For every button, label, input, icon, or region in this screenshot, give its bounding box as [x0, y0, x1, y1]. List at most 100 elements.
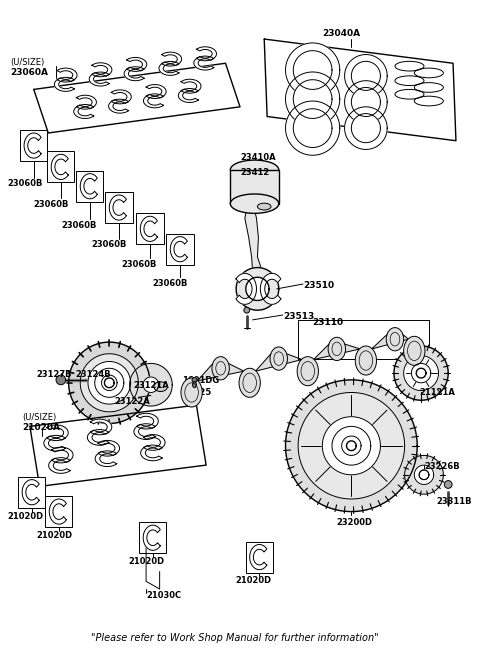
Polygon shape: [48, 458, 70, 474]
Polygon shape: [144, 435, 165, 450]
Polygon shape: [332, 426, 371, 465]
Polygon shape: [351, 113, 381, 143]
Text: 23060B: 23060B: [8, 179, 43, 189]
Text: 23060B: 23060B: [152, 279, 187, 288]
Ellipse shape: [355, 346, 376, 375]
Polygon shape: [144, 94, 164, 108]
Polygon shape: [170, 236, 187, 262]
Polygon shape: [44, 436, 65, 451]
Text: 1601DG: 1601DG: [182, 376, 219, 385]
Text: 23060B: 23060B: [92, 240, 127, 250]
Polygon shape: [293, 109, 332, 147]
Bar: [136, 214, 164, 244]
Bar: [48, 151, 74, 182]
Polygon shape: [405, 455, 444, 494]
Polygon shape: [140, 216, 157, 242]
Polygon shape: [141, 445, 162, 460]
Polygon shape: [34, 64, 240, 133]
Bar: [20, 130, 48, 161]
Text: 23060B: 23060B: [121, 260, 156, 269]
Polygon shape: [323, 417, 381, 475]
Polygon shape: [127, 58, 147, 71]
Polygon shape: [419, 470, 429, 479]
Polygon shape: [286, 72, 340, 126]
Polygon shape: [293, 50, 332, 89]
Bar: [246, 542, 273, 572]
Polygon shape: [102, 375, 117, 390]
Text: 23110: 23110: [312, 318, 344, 327]
Text: 21121A: 21121A: [419, 388, 455, 397]
Ellipse shape: [239, 368, 260, 398]
Polygon shape: [162, 52, 181, 66]
Text: 23121A: 23121A: [133, 381, 169, 390]
Ellipse shape: [181, 378, 202, 407]
Polygon shape: [76, 95, 96, 109]
Polygon shape: [286, 101, 340, 155]
Ellipse shape: [192, 377, 197, 383]
Polygon shape: [194, 56, 214, 70]
Polygon shape: [87, 430, 109, 445]
Polygon shape: [345, 81, 387, 123]
Polygon shape: [414, 465, 433, 485]
Polygon shape: [130, 364, 172, 406]
Polygon shape: [47, 425, 68, 441]
Ellipse shape: [270, 347, 288, 370]
Polygon shape: [88, 362, 131, 404]
Text: "Please refer to Work Shop Manual for further information": "Please refer to Work Shop Manual for fu…: [91, 633, 379, 643]
Polygon shape: [146, 84, 166, 98]
Polygon shape: [80, 354, 138, 412]
Polygon shape: [90, 419, 112, 435]
Polygon shape: [51, 155, 68, 179]
Text: 23513: 23513: [284, 312, 315, 321]
Polygon shape: [404, 356, 439, 390]
Text: 21020D: 21020D: [36, 531, 73, 540]
Text: 21020D: 21020D: [235, 576, 271, 586]
Polygon shape: [345, 107, 387, 149]
Bar: [46, 496, 72, 527]
Polygon shape: [159, 62, 179, 75]
Polygon shape: [80, 174, 97, 199]
Polygon shape: [236, 268, 279, 310]
Ellipse shape: [212, 357, 229, 380]
Polygon shape: [246, 277, 269, 301]
Text: 23125: 23125: [182, 388, 211, 397]
Bar: [230, 170, 279, 204]
Polygon shape: [286, 43, 340, 97]
Polygon shape: [143, 377, 159, 392]
Polygon shape: [51, 447, 73, 463]
Ellipse shape: [386, 328, 404, 351]
Ellipse shape: [230, 194, 279, 214]
Polygon shape: [134, 424, 156, 440]
Text: 23124B: 23124B: [75, 370, 111, 379]
Ellipse shape: [56, 375, 66, 384]
Polygon shape: [92, 63, 112, 77]
Polygon shape: [313, 344, 360, 360]
Polygon shape: [347, 441, 356, 451]
Polygon shape: [196, 47, 216, 61]
Ellipse shape: [444, 481, 452, 489]
Polygon shape: [54, 77, 74, 91]
Polygon shape: [250, 544, 267, 570]
Polygon shape: [105, 378, 114, 388]
Ellipse shape: [328, 337, 346, 360]
Polygon shape: [181, 79, 201, 93]
Bar: [18, 477, 46, 508]
Polygon shape: [351, 62, 381, 90]
Polygon shape: [372, 335, 408, 349]
Polygon shape: [22, 479, 39, 505]
Text: 21020D: 21020D: [8, 512, 44, 521]
Text: 23122A: 23122A: [114, 398, 150, 406]
Text: 23510: 23510: [303, 281, 334, 290]
Polygon shape: [293, 80, 332, 119]
Text: 23060B: 23060B: [34, 200, 69, 209]
Text: 23226B: 23226B: [424, 462, 460, 471]
Ellipse shape: [154, 382, 168, 392]
Polygon shape: [109, 195, 126, 220]
Polygon shape: [137, 413, 158, 429]
Polygon shape: [411, 364, 431, 383]
Polygon shape: [98, 440, 120, 456]
Polygon shape: [89, 72, 109, 86]
Ellipse shape: [257, 203, 271, 210]
Polygon shape: [95, 368, 124, 398]
Ellipse shape: [192, 382, 196, 388]
